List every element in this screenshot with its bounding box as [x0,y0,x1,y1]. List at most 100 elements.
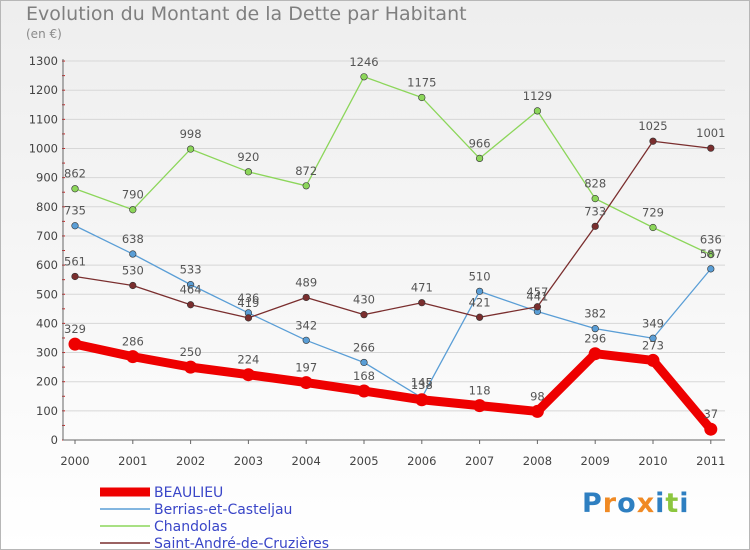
data-label: 419 [237,296,259,310]
data-label: 790 [122,188,144,202]
data-point [187,281,195,289]
y-tick-label: 400 [36,316,58,330]
data-point [530,404,544,418]
y-tick-label: 700 [36,229,58,243]
data-label: 1246 [349,55,378,69]
data-label: 587 [700,247,722,261]
data-label: 733 [584,204,606,218]
data-point [302,336,310,344]
data-point [360,73,368,81]
data-point [302,182,310,190]
data-label: 729 [642,205,664,219]
chart-title: Evolution du Montant de la Dette par Hab… [26,3,467,25]
data-label: 966 [469,136,491,150]
y-tick-label: 600 [36,258,58,272]
y-tick-label: 200 [36,375,58,389]
data-point [707,265,715,273]
data-point [302,293,310,302]
proxiti-logo: Proxiti [582,488,690,519]
data-label: 349 [642,316,664,330]
data-label: 1001 [696,126,725,140]
data-point [187,145,195,153]
data-label: 250 [180,345,202,359]
logo-letter: i [655,488,666,519]
data-point [707,251,715,259]
data-point [649,223,657,232]
data-point [418,93,426,102]
legend-label-saint-andre-de-cruzieres: Saint-André-de-Cruzières [154,536,329,550]
legend: BEAULIEUBerrias-et-CasteljauChandolasSai… [100,485,329,550]
y-tick-label: 900 [36,171,58,185]
y-tick-label: 300 [36,346,58,360]
data-point [418,299,426,307]
data-point [646,353,660,367]
y-tick-label: 500 [36,287,58,301]
data-label: 168 [353,369,375,383]
data-label: 862 [64,167,86,181]
data-label: 266 [353,340,375,354]
data-point [357,384,371,398]
data-point [187,301,195,309]
legend-label-berrias-et-casteljau: Berrias-et-Casteljau [154,502,292,518]
data-label: 530 [122,264,144,278]
data-point [649,137,657,145]
data-point [360,311,368,319]
data-label: 533 [180,263,202,277]
logo-letter: r [602,488,618,519]
data-point [129,250,137,258]
data-label: 342 [295,318,317,332]
data-label: 421 [469,295,491,309]
data-label: 118 [469,384,491,398]
data-point [533,303,542,311]
data-label: 430 [353,293,375,307]
data-label: 489 [295,275,317,289]
data-point [129,206,137,214]
data-label: 735 [64,204,86,218]
data-point [476,287,484,295]
data-point [129,281,137,290]
y-tick-label: 100 [36,404,58,418]
data-point [591,325,599,333]
data-point [184,360,198,374]
data-label: 872 [295,164,317,178]
data-point [476,154,484,163]
data-point [591,222,599,230]
logo-letter: o [617,488,637,519]
data-label: 920 [237,150,259,164]
data-point [244,314,252,322]
data-label: 1025 [638,119,667,133]
data-label: 273 [642,338,664,352]
series-line-saint-andre-de-cruzieres [74,140,712,319]
data-point [68,337,82,351]
data-point [591,195,599,203]
data-point [533,107,542,115]
data-point [588,347,602,361]
data-label: 436 [237,291,259,305]
data-label: 464 [180,283,202,297]
data-label: 998 [180,127,202,141]
legend-label-beaulieu: BEAULIEU [154,485,223,501]
data-point [71,222,79,230]
y-tick-label: 800 [36,200,58,214]
x-tick-label: 2011 [696,454,725,468]
legend-label-chandolas: Chandolas [154,519,227,535]
data-label: 471 [411,281,433,295]
data-point [241,368,255,382]
data-label: 638 [122,232,144,246]
series-line-chandolas [74,76,712,256]
data-label: 382 [584,307,606,321]
data-point [707,144,715,152]
data-point [360,358,368,367]
data-labels: 735 638 533 436 342 266 145 510 441 382 349 587 862 7… [64,55,725,421]
x-tick-label: 2005 [349,454,378,468]
data-label: 145 [411,376,433,390]
x-tick-label: 2002 [176,454,205,468]
y-tick-label: 1100 [29,112,58,126]
logo-letter: x [636,488,656,519]
x-tick-label: 2007 [465,454,494,468]
data-label: 329 [64,322,86,336]
logo-letter: t [665,488,680,519]
x-tick-label: 2010 [638,454,667,468]
y-axis-unit: (en €) [26,27,62,41]
